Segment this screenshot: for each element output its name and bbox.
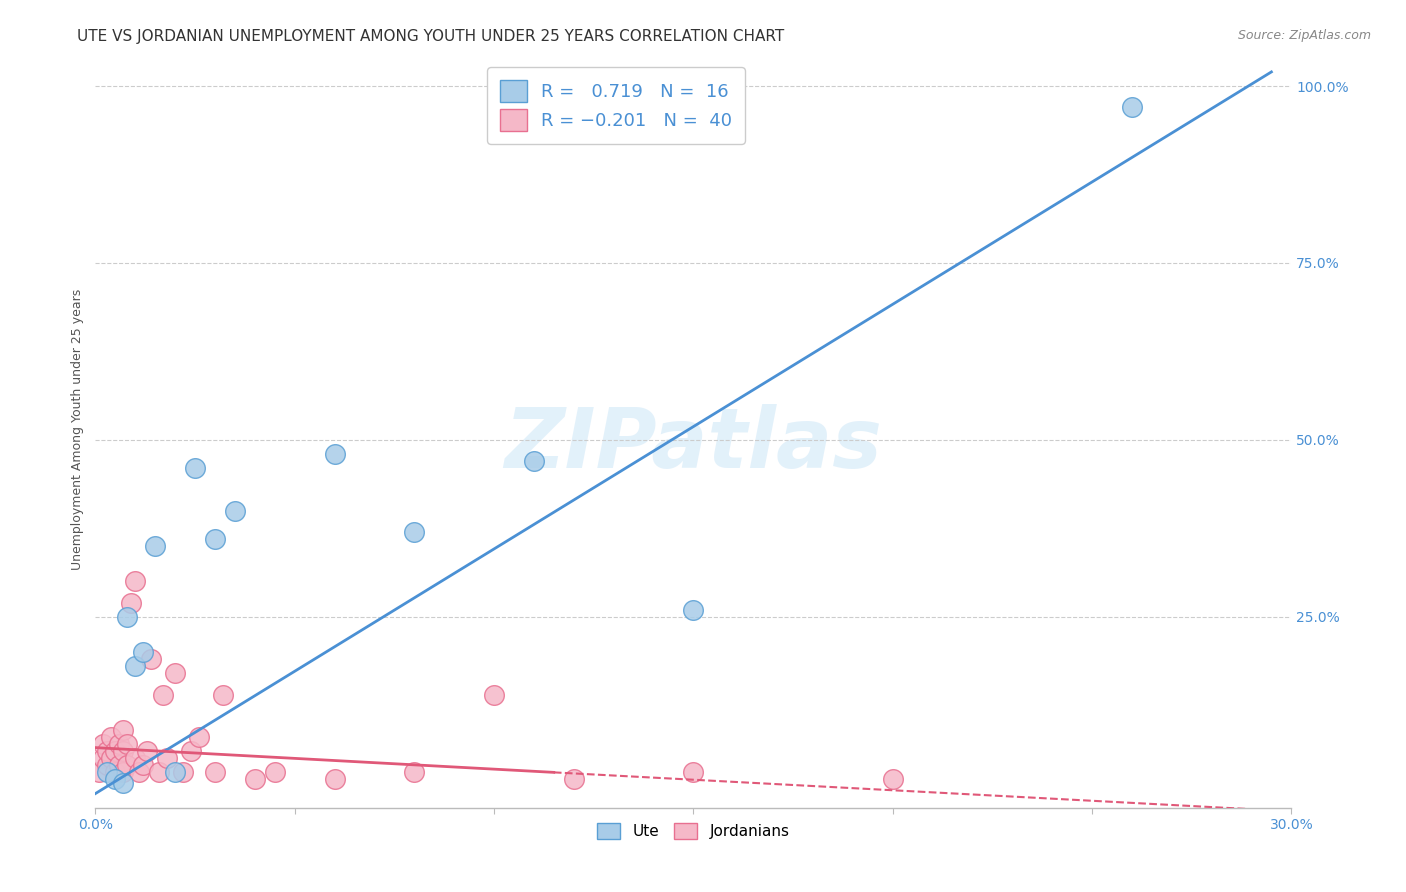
Point xyxy=(404,524,426,539)
Point xyxy=(100,751,122,765)
Point xyxy=(124,751,146,765)
Point xyxy=(212,688,235,702)
Point xyxy=(243,772,266,787)
Point xyxy=(323,772,346,787)
Text: UTE VS JORDANIAN UNEMPLOYMENT AMONG YOUTH UNDER 25 YEARS CORRELATION CHART: UTE VS JORDANIAN UNEMPLOYMENT AMONG YOUT… xyxy=(77,29,785,44)
Point xyxy=(204,532,226,546)
Point xyxy=(148,765,170,780)
Point xyxy=(112,723,135,737)
Point xyxy=(141,652,163,666)
Point xyxy=(112,765,135,780)
Point xyxy=(165,666,187,681)
Point xyxy=(172,765,194,780)
Point xyxy=(523,454,546,468)
Point xyxy=(112,776,135,790)
Point xyxy=(188,730,211,744)
Point xyxy=(96,758,118,772)
Point xyxy=(1121,100,1143,114)
Point xyxy=(132,758,155,772)
Point xyxy=(108,737,131,751)
Point xyxy=(120,596,142,610)
Point xyxy=(263,765,285,780)
Point xyxy=(124,574,146,589)
Point xyxy=(224,503,246,517)
Point xyxy=(404,765,426,780)
Point xyxy=(882,772,904,787)
Point xyxy=(104,744,127,758)
Point xyxy=(165,765,187,780)
Point xyxy=(562,772,585,787)
Point xyxy=(132,645,155,659)
Point xyxy=(136,744,159,758)
Point xyxy=(117,758,139,772)
Point xyxy=(91,751,114,765)
Y-axis label: Unemployment Among Youth under 25 years: Unemployment Among Youth under 25 years xyxy=(72,289,84,570)
Point xyxy=(152,688,174,702)
Point xyxy=(104,765,127,780)
Point xyxy=(96,744,118,758)
Point xyxy=(184,461,207,475)
Point xyxy=(156,751,179,765)
Point xyxy=(117,737,139,751)
Point xyxy=(112,744,135,758)
Legend: Ute, Jordanians: Ute, Jordanians xyxy=(591,817,796,846)
Point xyxy=(204,765,226,780)
Point xyxy=(108,758,131,772)
Point xyxy=(128,765,150,780)
Point xyxy=(143,539,166,553)
Point xyxy=(100,730,122,744)
Point xyxy=(124,659,146,673)
Point xyxy=(104,772,127,787)
Point xyxy=(91,737,114,751)
Point xyxy=(482,688,505,702)
Point xyxy=(117,609,139,624)
Text: Source: ZipAtlas.com: Source: ZipAtlas.com xyxy=(1237,29,1371,42)
Point xyxy=(323,447,346,461)
Text: ZIPatlas: ZIPatlas xyxy=(505,404,883,485)
Point xyxy=(96,765,118,780)
Point xyxy=(180,744,202,758)
Point xyxy=(682,602,704,616)
Point xyxy=(682,765,704,780)
Point xyxy=(89,765,111,780)
